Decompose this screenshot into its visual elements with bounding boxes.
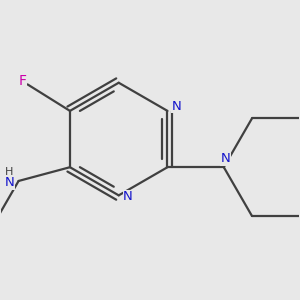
Text: N: N — [220, 152, 230, 165]
Text: H: H — [5, 167, 14, 177]
Text: N: N — [123, 190, 133, 203]
Text: N: N — [172, 100, 182, 113]
Text: N: N — [4, 176, 14, 189]
Text: F: F — [19, 74, 27, 88]
